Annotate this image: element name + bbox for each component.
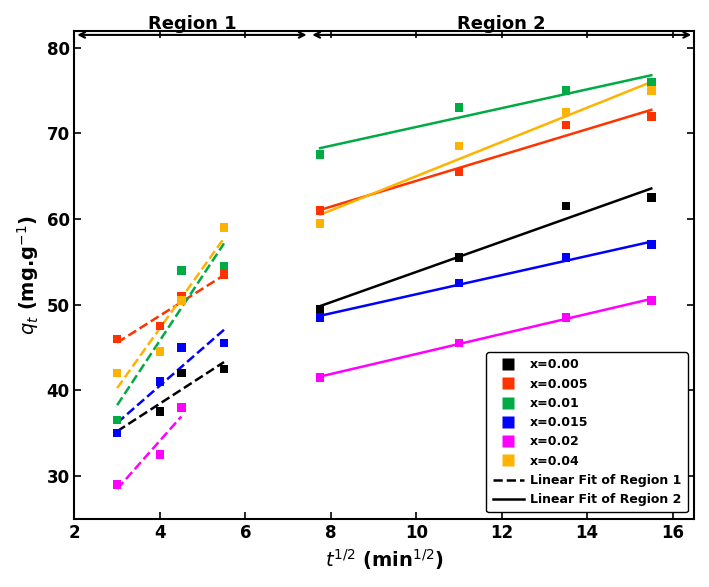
Point [218, 270, 230, 279]
Point [453, 253, 464, 262]
Point [111, 416, 123, 425]
Point [315, 313, 326, 322]
Point [453, 103, 464, 112]
Point [315, 205, 326, 215]
Point [111, 480, 123, 489]
Point [111, 334, 123, 343]
Point [560, 201, 571, 211]
Point [176, 369, 187, 378]
Point [646, 193, 657, 203]
Point [453, 278, 464, 288]
Point [453, 167, 464, 177]
Point [155, 377, 166, 386]
Point [315, 304, 326, 313]
Point [646, 86, 657, 95]
Point [560, 120, 571, 130]
Point [218, 223, 230, 232]
Point [315, 218, 326, 228]
X-axis label: $t^{1/2}$ (min$^{1/2}$): $t^{1/2}$ (min$^{1/2}$) [325, 547, 444, 572]
Text: Region 2: Region 2 [457, 15, 546, 33]
Text: Region 1: Region 1 [147, 15, 236, 33]
Point [155, 450, 166, 459]
Point [453, 339, 464, 348]
Point [560, 253, 571, 262]
Point [646, 77, 657, 87]
Point [315, 150, 326, 160]
Point [176, 296, 187, 305]
Point [218, 364, 230, 373]
Point [155, 347, 166, 356]
Point [155, 321, 166, 330]
Point [218, 261, 230, 271]
Point [111, 429, 123, 438]
Point [176, 266, 187, 275]
Point [111, 369, 123, 378]
Point [560, 107, 571, 117]
Point [646, 296, 657, 305]
Point [646, 240, 657, 249]
Legend: x=0.00, x=0.005, x=0.01, x=0.015, x=0.02, x=0.04, Linear Fit of Region 1, Linear: x=0.00, x=0.005, x=0.01, x=0.015, x=0.02… [486, 352, 688, 512]
Point [646, 112, 657, 121]
Point [176, 291, 187, 301]
Point [560, 86, 571, 95]
Point [111, 429, 123, 438]
Point [218, 339, 230, 348]
Point [560, 313, 571, 322]
Point [315, 373, 326, 382]
Y-axis label: $q_t$ (mg.g$^{-1}$): $q_t$ (mg.g$^{-1}$) [15, 215, 41, 335]
Point [176, 343, 187, 352]
Point [155, 407, 166, 416]
Point [453, 141, 464, 151]
Point [176, 403, 187, 412]
